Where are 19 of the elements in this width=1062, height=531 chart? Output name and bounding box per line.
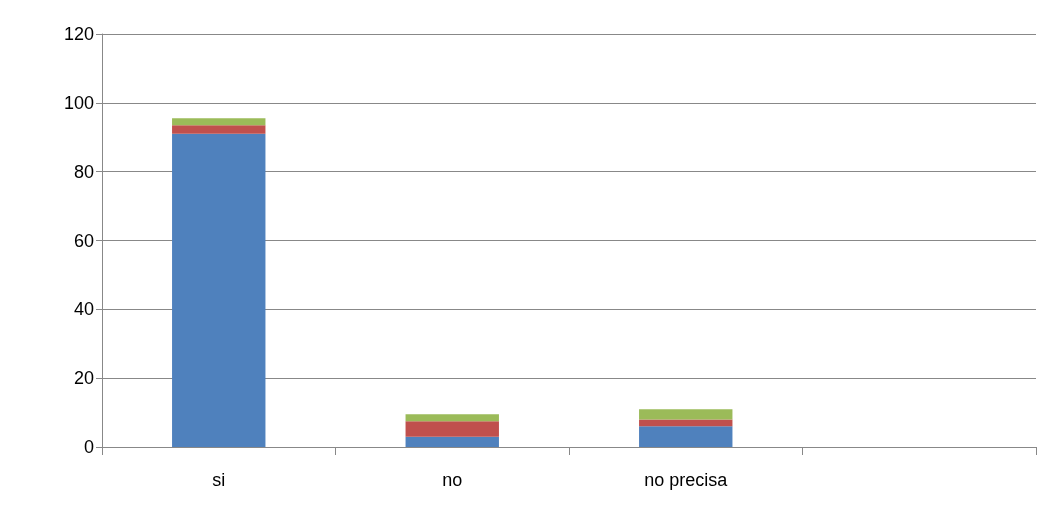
bar [639, 409, 733, 420]
bar [405, 421, 499, 437]
x-tick-label: si [212, 470, 226, 490]
bar [172, 125, 266, 134]
y-tick-label: 80 [73, 161, 94, 182]
x-tick-label: no precisa [644, 470, 729, 490]
y-tick-label: 40 [73, 299, 94, 320]
bar [405, 414, 499, 422]
bar [639, 419, 733, 427]
y-tick-label: 60 [73, 230, 94, 251]
y-tick-label: 20 [73, 368, 94, 389]
x-tick-label: no [442, 470, 463, 490]
y-tick-label: 100 [63, 92, 94, 113]
y-tick-label: 0 [83, 437, 94, 457]
bar [172, 118, 266, 126]
bar [639, 426, 733, 447]
bar [172, 133, 266, 447]
bar [405, 436, 499, 447]
y-tick-label: 120 [63, 24, 94, 44]
